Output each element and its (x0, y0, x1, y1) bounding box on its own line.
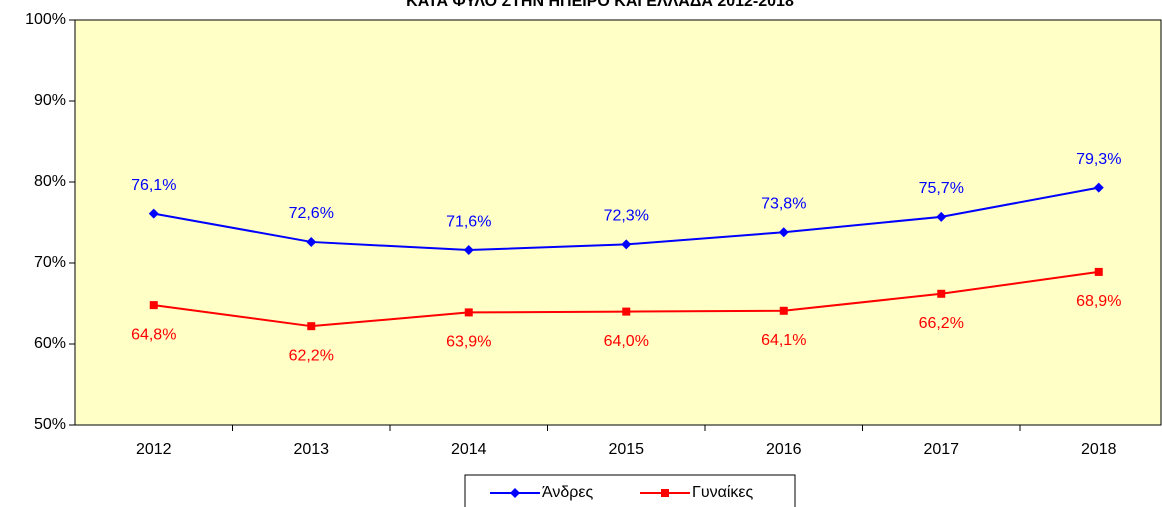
data-label: 73,8% (761, 195, 806, 212)
y-tick-label: 70% (34, 254, 66, 271)
marker (463, 245, 474, 256)
x-tick-label: 2017 (923, 441, 959, 458)
legend-box (464, 474, 796, 507)
y-tick-label: 100% (25, 11, 66, 28)
data-label: 64,8% (131, 326, 176, 343)
data-label: 64,0% (604, 333, 649, 350)
data-label: 72,3% (604, 208, 649, 225)
marker (149, 301, 158, 310)
data-label: 63,9% (446, 334, 491, 351)
marker (1093, 182, 1104, 193)
data-label: 72,6% (289, 205, 334, 222)
legend-label: Γυναίκες (692, 484, 754, 501)
data-label: 66,2% (919, 315, 964, 332)
x-tick-label: 2018 (1081, 441, 1117, 458)
legend: Άνδρες Γυναίκες (464, 474, 796, 507)
y-tick-label: 90% (34, 92, 66, 109)
data-label: 75,7% (919, 180, 964, 197)
y-tick-label: 80% (34, 173, 66, 190)
marker (661, 489, 669, 497)
y-tick-label: 50% (34, 416, 66, 433)
x-tick-label: 2014 (451, 441, 487, 458)
marker (621, 239, 632, 250)
x-tick-label: 2012 (136, 441, 172, 458)
x-tick-label: 2015 (608, 441, 644, 458)
marker (779, 306, 788, 315)
data-label: 79,3% (1076, 151, 1121, 168)
data-label: 71,6% (446, 213, 491, 230)
marker (307, 322, 316, 331)
marker (937, 289, 946, 298)
data-label: 76,1% (131, 177, 176, 194)
legend-label: Άνδρες (542, 484, 594, 501)
marker (148, 208, 159, 219)
y-tick-label: 60% (34, 335, 66, 352)
data-label: 68,9% (1076, 293, 1121, 310)
marker (778, 227, 789, 238)
plot-area (74, 19, 1162, 426)
marker (1094, 267, 1103, 276)
marker (306, 236, 317, 247)
chart-title: ΚΑΤΑ ΦΥΛΟ ΣΤΗΝ ΗΠΕΙΡΟ ΚΑΙ ΕΛΛΑΔΑ 2012-20… (406, 0, 794, 10)
marker (936, 211, 947, 222)
data-label: 64,1% (761, 332, 806, 349)
marker (622, 307, 631, 316)
marker (510, 488, 520, 498)
data-label: 62,2% (289, 347, 334, 364)
x-tick-label: 2016 (766, 441, 802, 458)
x-tick-label: 2013 (293, 441, 329, 458)
marker (464, 308, 473, 317)
